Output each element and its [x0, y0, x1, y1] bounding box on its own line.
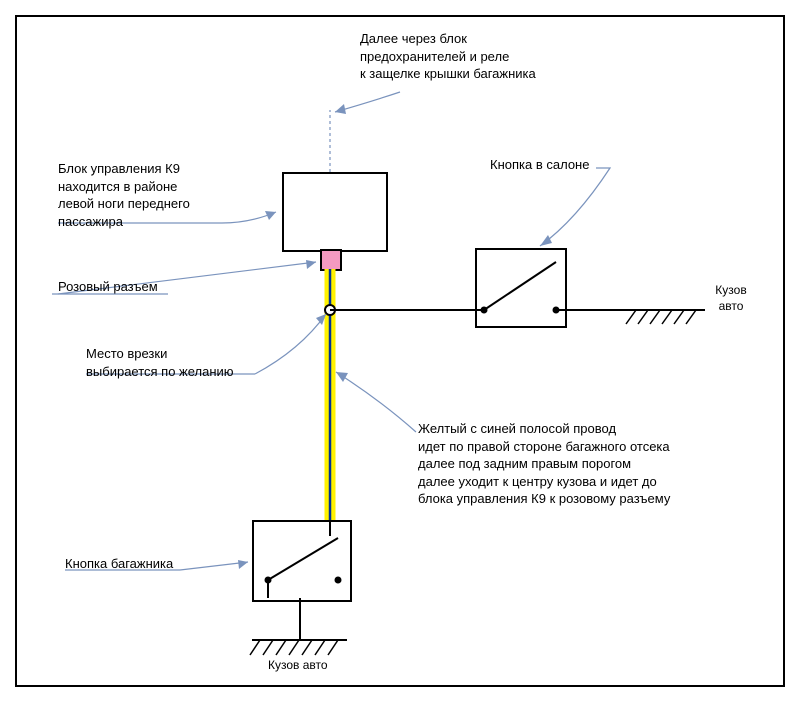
- label-top: Далее через блок предохранителей и реле …: [360, 30, 536, 83]
- trunk-button-box: [252, 520, 352, 602]
- label-ground-right: Кузов авто: [706, 282, 756, 314]
- cabin-button-box: [475, 248, 567, 328]
- label-splice: Место врезки выбирается по желанию: [86, 345, 234, 380]
- label-ground-bottom: Кузов авто: [268, 657, 328, 673]
- label-cabin-button: Кнопка в салоне: [490, 156, 589, 174]
- label-yellow-wire: Желтый с синей полосой провод идет по пр…: [418, 420, 670, 508]
- pink-connector: [320, 249, 342, 271]
- label-k9: Блок управления К9 находится в районе ле…: [58, 160, 190, 230]
- k9-control-box: [282, 172, 388, 252]
- label-trunk-button: Кнопка багажника: [65, 555, 173, 573]
- label-pink-connector: Розовый разъем: [58, 278, 158, 296]
- diagram-canvas: Далее через блок предохранителей и реле …: [0, 0, 800, 702]
